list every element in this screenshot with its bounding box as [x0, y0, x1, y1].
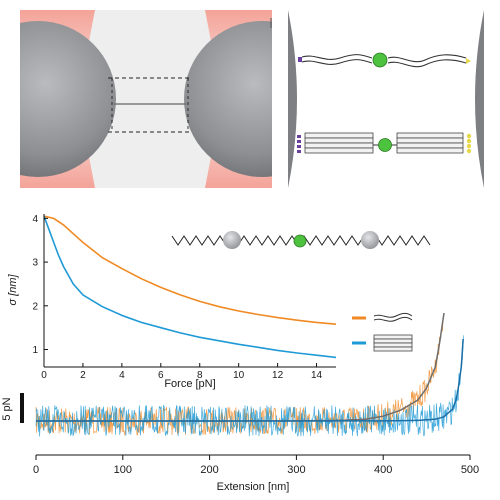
inset-x-tick-label: 14 — [311, 370, 323, 381]
inset-series-orange — [43, 215, 337, 325]
right-anchor — [466, 58, 471, 64]
inset-x-tick-label: 12 — [272, 370, 284, 381]
dna-construct-flexible — [298, 52, 471, 68]
optical-trap-panel — [20, 10, 272, 188]
mean-traces — [36, 312, 464, 422]
cartoon-bead-right — [361, 231, 379, 249]
inset-background — [44, 214, 336, 368]
polymer-cartoon — [171, 231, 431, 249]
right-anchors — [466, 133, 472, 154]
inset-series-blue — [43, 215, 337, 359]
inset-x-tick-label: 4 — [119, 370, 125, 381]
right-bead — [184, 21, 272, 177]
left-anchor — [298, 57, 302, 62]
extension-axis-label: Extension [nm] — [217, 481, 290, 493]
green-label-bundle — [378, 138, 392, 152]
inset-x-tick-label: 6 — [158, 370, 164, 381]
legend — [352, 312, 413, 352]
extension-tick-label: 100 — [114, 464, 132, 476]
inset-y-label: σ [nm] — [7, 274, 19, 306]
force-extension-chart: 0 100 200 300 400 500 Extension [nm] 5 pN — [1, 312, 479, 493]
noise-traces — [35, 315, 465, 437]
force-scale-bar — [20, 393, 24, 423]
extension-tick-label: 200 — [200, 464, 218, 476]
extension-tick-label: 500 — [461, 464, 479, 476]
left-bead — [20, 21, 116, 177]
inset-y-tick-label: 4 — [32, 214, 38, 225]
extension-tick-label: 400 — [374, 464, 392, 476]
constructs-panel — [288, 10, 484, 188]
extension-tick-label: 0 — [33, 464, 39, 476]
noise-trace-blue — [35, 335, 465, 437]
inset-series — [43, 215, 337, 359]
dna-construct-bundle — [297, 132, 472, 154]
inset-x-tick-label: 10 — [233, 370, 245, 381]
inset-x-tick-label: 0 — [41, 370, 47, 381]
inset-x-tick-label: 8 — [197, 370, 203, 381]
inset-x-label: Force [pN] — [164, 378, 215, 390]
force-scale-label: 5 pN — [1, 397, 13, 420]
extension-ticks: 0 100 200 300 400 500 — [33, 455, 479, 476]
inset-y-tick-label: 3 — [32, 258, 38, 269]
inset-x-tick-label: 2 — [80, 370, 86, 381]
inset-y-tick-label: 2 — [32, 301, 38, 312]
green-label — [372, 52, 388, 68]
left-anchors — [297, 135, 301, 153]
cartoon-green-label — [293, 234, 307, 248]
legend-bundle-icon — [373, 334, 413, 352]
right-bead-edge — [475, 10, 484, 188]
mean-trace-blue — [36, 338, 464, 422]
inset-y-tick-label: 1 — [32, 345, 38, 356]
left-bead-edge — [288, 10, 297, 188]
extension-tick-label: 300 — [287, 464, 305, 476]
legend-flexible-icon — [373, 312, 413, 318]
cartoon-bead-left — [223, 231, 241, 249]
